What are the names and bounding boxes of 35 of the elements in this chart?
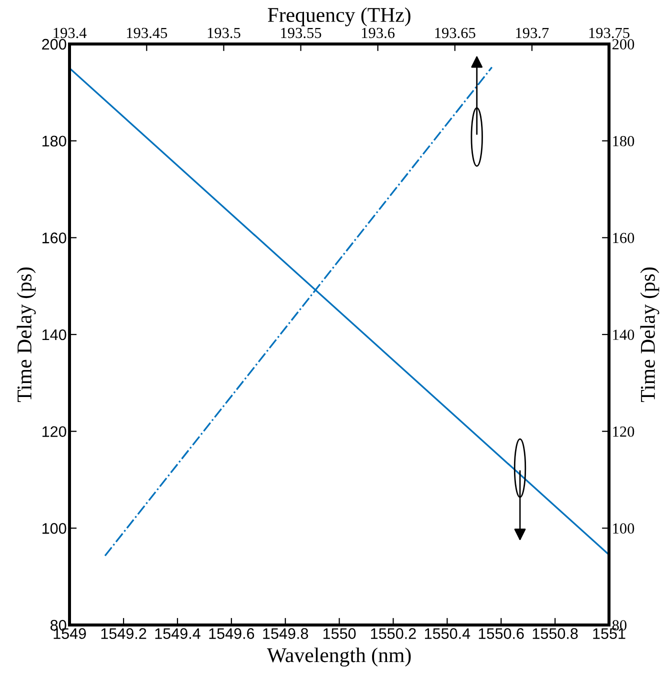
x2-tick-label: 193.7 — [516, 28, 549, 38]
y-tick-label: 180 — [42, 136, 66, 147]
x2-tick-label: 193.6 — [362, 28, 395, 38]
y2-tick-label: 100 — [613, 523, 634, 534]
y2-tick-label: 160 — [613, 232, 634, 244]
x2-tick-label: 193.4 — [54, 28, 87, 38]
y-tick-label: 140 — [42, 329, 66, 340]
x2-axis-title: Frequency (THz) — [268, 7, 410, 26]
x-tick-label: 1551 — [593, 628, 626, 639]
y2-tick-label: 180 — [613, 136, 634, 146]
y2-tick-label: 140 — [613, 330, 634, 340]
x-tick-label: 1550.6 — [478, 628, 524, 639]
x2-tick-label: 193.55 — [281, 28, 322, 38]
x-tick-label: 1549.4 — [155, 628, 200, 639]
y-tick-label: 200 — [42, 38, 66, 50]
x-tick-label: 1550 — [323, 628, 356, 639]
x-tick-label: 1549.8 — [263, 628, 308, 639]
y-tick-label: 100 — [42, 523, 66, 534]
y2-tick-label: 200 — [612, 39, 634, 50]
x2-tick-label: 193.45 — [126, 28, 168, 38]
y-tick-label: 120 — [42, 426, 66, 438]
x2-tick-label: 193.75 — [589, 28, 630, 38]
x2-tick-label: 193.65 — [435, 28, 476, 38]
y2-tick-label: 80 — [612, 620, 626, 630]
x2-tick-label: 193.5 — [208, 28, 240, 38]
x-tick-label: 1550.4 — [424, 628, 470, 639]
y2-tick-label: 120 — [613, 426, 634, 437]
y-axis-title: Time Delay (ps) — [16, 268, 36, 402]
y2-axis-title: Time Delay (ps) — [640, 268, 660, 402]
y-tick-label: 160 — [42, 232, 66, 244]
x-axis-title: Wavelength (nm) — [266, 648, 411, 667]
x-tick-label: 1550.2 — [371, 628, 416, 639]
x-tick-label: 1550.8 — [532, 628, 578, 639]
x-tick-label: 1549.6 — [209, 628, 254, 639]
x-tick-label: 1549.2 — [101, 628, 146, 639]
